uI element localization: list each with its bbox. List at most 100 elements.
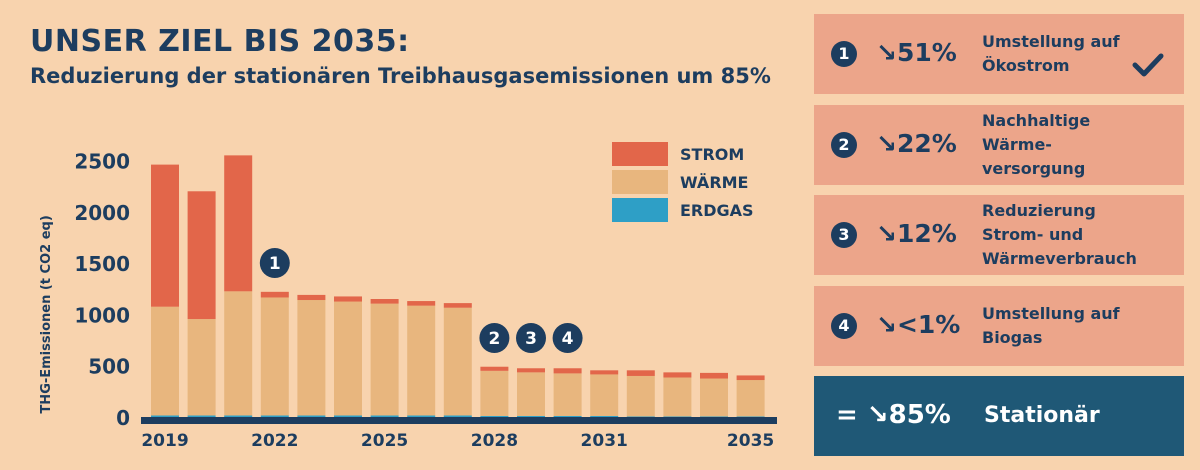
y-tick-label: 500 [88,355,130,379]
legend-label: WÄRME [680,173,748,192]
measure-description: Umstellung auf Biogas [982,302,1120,350]
bar-erdgas [443,415,472,417]
measure-reduction: ↘<1% [876,310,961,339]
bar-strom [590,370,619,375]
measure-number-badge: 4 [831,313,857,339]
bar-strom [151,164,179,307]
bar-erdgas [626,416,655,417]
marker-label: 4 [562,329,574,349]
bar-erdgas [480,415,509,417]
measure-description-line: Reduzierung [982,201,1096,220]
x-tick-label: 2025 [361,431,408,451]
bar-erdgas [370,415,399,417]
measure-description-line: versorgung [982,159,1086,178]
bar-strom [700,372,728,379]
bar-strom [187,191,216,320]
bar-waerme [736,380,765,417]
total-reduction-box: = ↘85% Stationär [814,376,1184,456]
bar-waerme [590,374,619,416]
measure-panel-3: 3 ↘12% Reduzierung Strom- und Wärmeverbrauch [814,195,1184,275]
x-tick-label: 2028 [471,431,518,451]
page-subtitle: Reduzierung der stationären Treibhausgas… [30,64,771,88]
bar-waerme [480,370,509,416]
x-tick-label: 2031 [581,431,628,451]
measure-description-line: Nachhaltige [982,111,1091,130]
measure-number-badge: 3 [831,222,857,248]
legend-label: STROM [680,145,744,164]
measure-description-line: Biogas [982,328,1043,347]
measure-description-line: Wärmeverbrauch [982,249,1137,268]
y-tick-label: 2500 [74,150,130,174]
bar-waerme [297,300,326,416]
legend-waerme-swatch [612,170,668,194]
bar-waerme [151,306,179,416]
measure-panel-4: 4 ↘<1% Umstellung auf Biogas [814,286,1184,366]
measure-description-line: Umstellung auf [982,32,1120,51]
x-tick-label: 2035 [727,431,774,451]
measure-description-line: Ökostrom [982,56,1070,75]
bar-strom [443,303,472,308]
bar-erdgas [700,416,728,417]
bar-strom [736,375,765,381]
measure-panel-2: 2 ↘22% Nachhaltige Wärme-versorgung [814,105,1184,185]
bar-waerme [700,378,728,417]
bar-waerme [260,297,289,416]
measure-reduction: ↘22% [876,129,957,158]
marker-2 [479,323,510,353]
y-tick-label: 1000 [74,303,130,327]
bar-strom [517,368,545,373]
page-title: UNSER ZIEL BIS 2035: [30,24,410,59]
x-tick-label: 2022 [251,431,298,451]
bar-erdgas [517,415,545,417]
y-tick-label: 0 [116,406,130,430]
marker-label: 3 [525,329,537,349]
measure-number-badge: 1 [831,41,857,67]
measure-reduction: ↘51% [876,38,957,67]
marker-4 [552,323,583,353]
bar-erdgas [334,415,362,417]
bar-erdgas [187,415,216,417]
x-tick-label: 2019 [141,431,188,451]
bar-waerme [626,375,655,417]
legend-strom-swatch [612,142,668,166]
y-axis-title: THG-Emissionen (t CO2 eq) [39,215,54,413]
bar-waerme [334,301,362,416]
bar-waerme [370,303,399,416]
marker-label: 1 [269,254,281,274]
bar-strom [297,294,326,301]
measure-description-line: Wärme- [982,135,1052,154]
bar-strom [224,155,253,292]
total-label: Stationär [984,403,1100,428]
legend-erdgas-swatch [612,198,668,222]
bar-waerme [407,305,436,416]
bar-strom [407,301,436,306]
bar-erdgas [553,415,582,417]
measure-description-line: Umstellung auf [982,304,1120,323]
measure-reduction: ↘12% [876,219,957,248]
bar-waerme [663,377,692,417]
y-tick-label: 2000 [74,201,130,225]
total-pct: = ↘85% [836,400,951,430]
bar-strom [480,366,509,371]
bar-erdgas [736,416,765,417]
measure-description: Umstellung auf Ökostrom [982,30,1120,78]
measure-description-line: Strom- und [982,225,1084,244]
bar-strom [260,291,289,298]
bar-waerme [443,307,472,416]
marker-3 [516,323,546,353]
checkmark-icon [1132,53,1164,77]
bar-waerme [224,291,253,416]
emissions-chart: 0 500 1000 1500 2000 2500 THG-Emissionen (t CO… [39,142,777,451]
legend-label: ERDGAS [680,201,754,220]
bar-strom [626,370,655,376]
bar-waerme [553,373,582,416]
bar-strom [370,299,399,304]
measure-panel-1: 1 ↘51% Umstellung auf Ökostrom [814,14,1184,94]
bar-erdgas [151,415,179,417]
bar-strom [553,368,582,374]
x-axis-line [141,417,777,424]
bar-erdgas [260,415,289,417]
bar-strom [663,372,692,378]
bar-erdgas [297,415,326,417]
